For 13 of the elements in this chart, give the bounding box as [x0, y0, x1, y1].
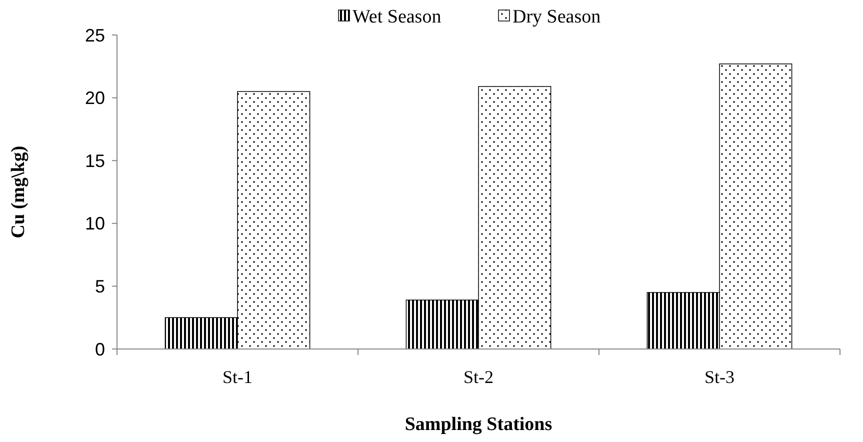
- y-tick-label: 15: [84, 150, 105, 171]
- y-tick-label: 5: [94, 276, 105, 296]
- y-tick-label: 0: [94, 339, 105, 360]
- legend-label: Dry Season: [512, 6, 602, 28]
- x-tick-label: St-3: [704, 367, 735, 387]
- y-tick-label: 25: [84, 25, 105, 46]
- x-tick-label: St-1: [222, 367, 253, 387]
- y-axis-title: Cu (mg\kg): [8, 146, 29, 238]
- y-tick-label: 20: [84, 88, 105, 108]
- legend-label: Wet Season: [352, 6, 442, 28]
- y-tick-label: 10: [84, 214, 105, 234]
- x-tick-label: St-2: [463, 367, 494, 387]
- x-axis-title: Sampling Stations: [404, 414, 552, 435]
